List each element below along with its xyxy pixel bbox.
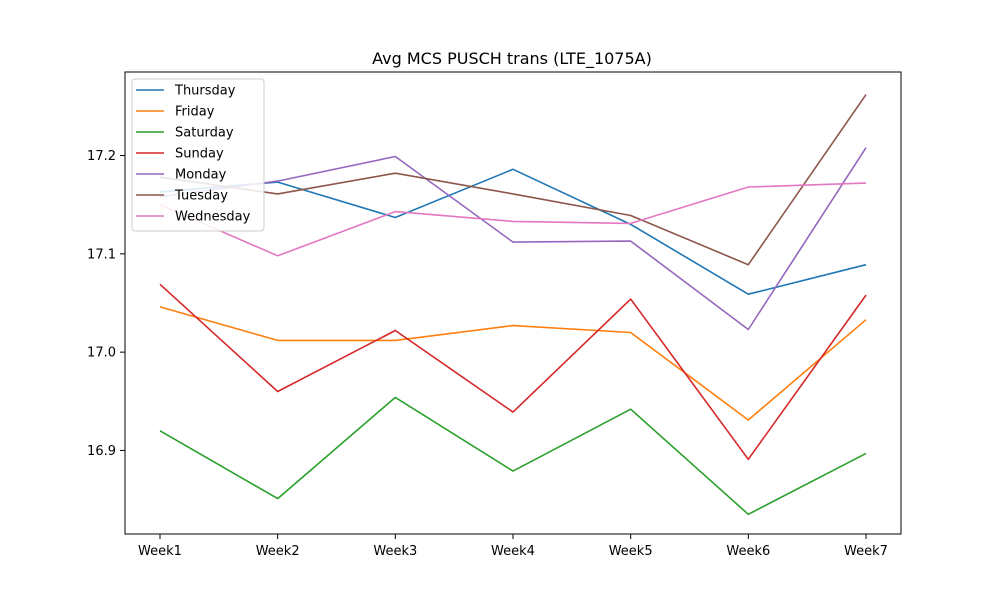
series-line-thursday [159, 168, 867, 296]
legend-label-wednesday: Wednesday [175, 210, 251, 225]
x-axis: Week1 Week2 Week3 Week4 Week5 Week6 Week7 [138, 534, 888, 559]
x-tick-label: Week4 [491, 544, 535, 559]
y-tick-label: 17.2 [87, 149, 116, 164]
x-tick-label: Week2 [256, 544, 300, 559]
x-tick-label: Week7 [844, 544, 888, 559]
legend: Thursday Friday Saturday Sunday Monday Tuesda… [131, 78, 265, 232]
legend-label-saturday: Saturday [175, 126, 234, 141]
y-tick-label: 17.0 [87, 346, 116, 361]
y-tick-label: 17.1 [87, 247, 116, 262]
legend-label-thursday: Thursday [174, 84, 236, 99]
series-line-monday [159, 147, 867, 331]
series-line-tuesday [159, 94, 867, 266]
x-tick-label: Week5 [609, 544, 653, 559]
series-lines [159, 94, 867, 516]
legend-box [131, 78, 265, 232]
legend-label-tuesday: Tuesday [174, 189, 228, 204]
y-axis: 16.9 17.0 17.1 17.2 [87, 149, 125, 459]
legend-label-friday: Friday [175, 105, 215, 120]
series-line-saturday [159, 396, 867, 516]
series-line-wednesday [159, 182, 867, 257]
series-line-sunday [159, 283, 867, 461]
y-tick-label: 16.9 [87, 444, 116, 459]
chart-title: Avg MCS PUSCH trans (LTE_1075A) [372, 49, 652, 69]
x-tick-label: Week6 [726, 544, 770, 559]
legend-label-sunday: Sunday [175, 147, 224, 162]
x-tick-label: Week1 [138, 544, 182, 559]
legend-label-monday: Monday [175, 168, 227, 183]
series-line-friday [159, 306, 867, 421]
x-tick-label: Week3 [373, 544, 417, 559]
